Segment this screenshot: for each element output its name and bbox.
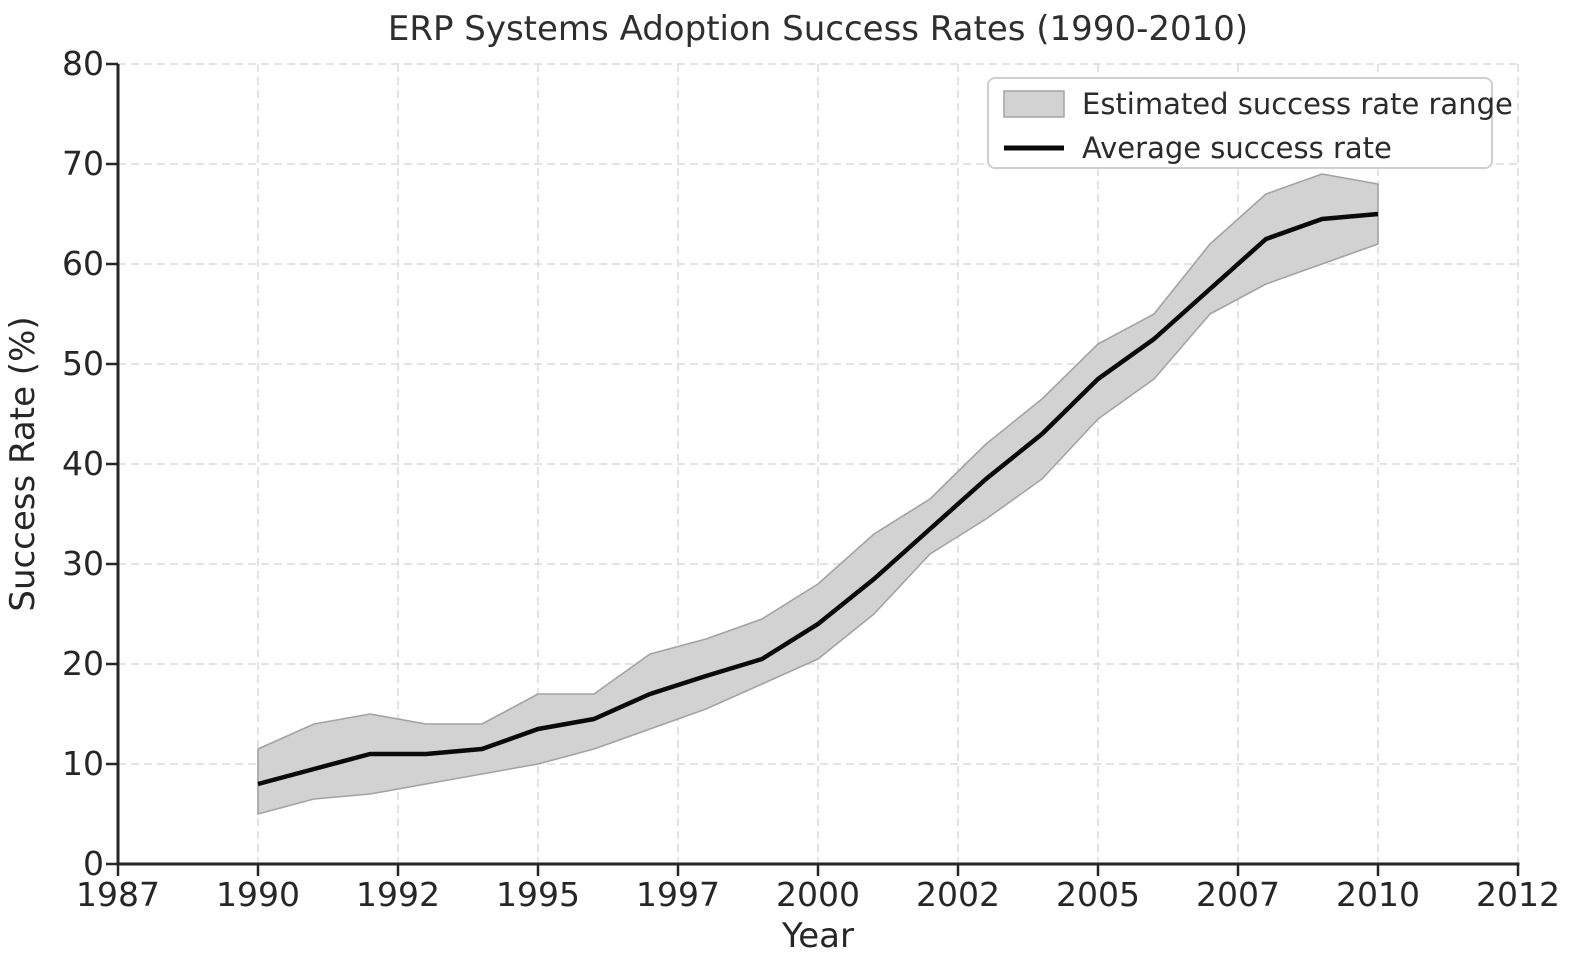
x-axis-label: Year bbox=[781, 916, 854, 956]
x-tick-label: 2002 bbox=[916, 875, 1000, 914]
y-tick-label: 0 bbox=[83, 844, 104, 883]
y-axis-label: Success Rate (%) bbox=[3, 316, 43, 611]
x-tick-label: 2010 bbox=[1336, 875, 1420, 914]
x-tick-label: 2007 bbox=[1196, 875, 1280, 914]
x-tick-labels: 1987 1990 1992 1995 1997 2000 2002 2005 2007 2010… bbox=[76, 875, 1560, 914]
chart-title: ERP Systems Adoption Success Rates (1990… bbox=[388, 9, 1248, 49]
legend: Estimated success rate range Average suc… bbox=[987, 77, 1513, 169]
y-tick-label: 20 bbox=[62, 644, 104, 683]
x-tick-label: 1990 bbox=[216, 875, 300, 914]
tick-marks bbox=[106, 62, 1520, 876]
y-tick-label: 60 bbox=[62, 244, 104, 283]
y-tick-label: 10 bbox=[62, 744, 104, 783]
x-tick-label: 1995 bbox=[496, 875, 580, 914]
y-tick-label: 70 bbox=[62, 144, 104, 183]
legend-band-swatch-icon bbox=[1003, 90, 1065, 118]
y-tick-labels: 0 10 20 30 40 50 60 70 80 bbox=[62, 44, 104, 883]
x-tick-label: 1997 bbox=[636, 875, 720, 914]
legend-label-range: Estimated success rate range bbox=[1082, 87, 1513, 121]
y-tick-label: 80 bbox=[62, 44, 104, 83]
x-tick-label: 1992 bbox=[356, 875, 440, 914]
x-tick-label: 1987 bbox=[76, 875, 160, 914]
legend-box bbox=[987, 77, 1493, 169]
legend-label-average: Average success rate bbox=[1082, 131, 1392, 165]
y-tick-label: 50 bbox=[62, 344, 104, 383]
x-tick-label: 2012 bbox=[1476, 875, 1560, 914]
y-tick-label: 30 bbox=[62, 544, 104, 583]
x-tick-label: 2000 bbox=[776, 875, 860, 914]
y-tick-label: 40 bbox=[62, 444, 104, 483]
x-tick-label: 2005 bbox=[1056, 875, 1140, 914]
average-success-rate-line bbox=[257, 211, 1379, 787]
